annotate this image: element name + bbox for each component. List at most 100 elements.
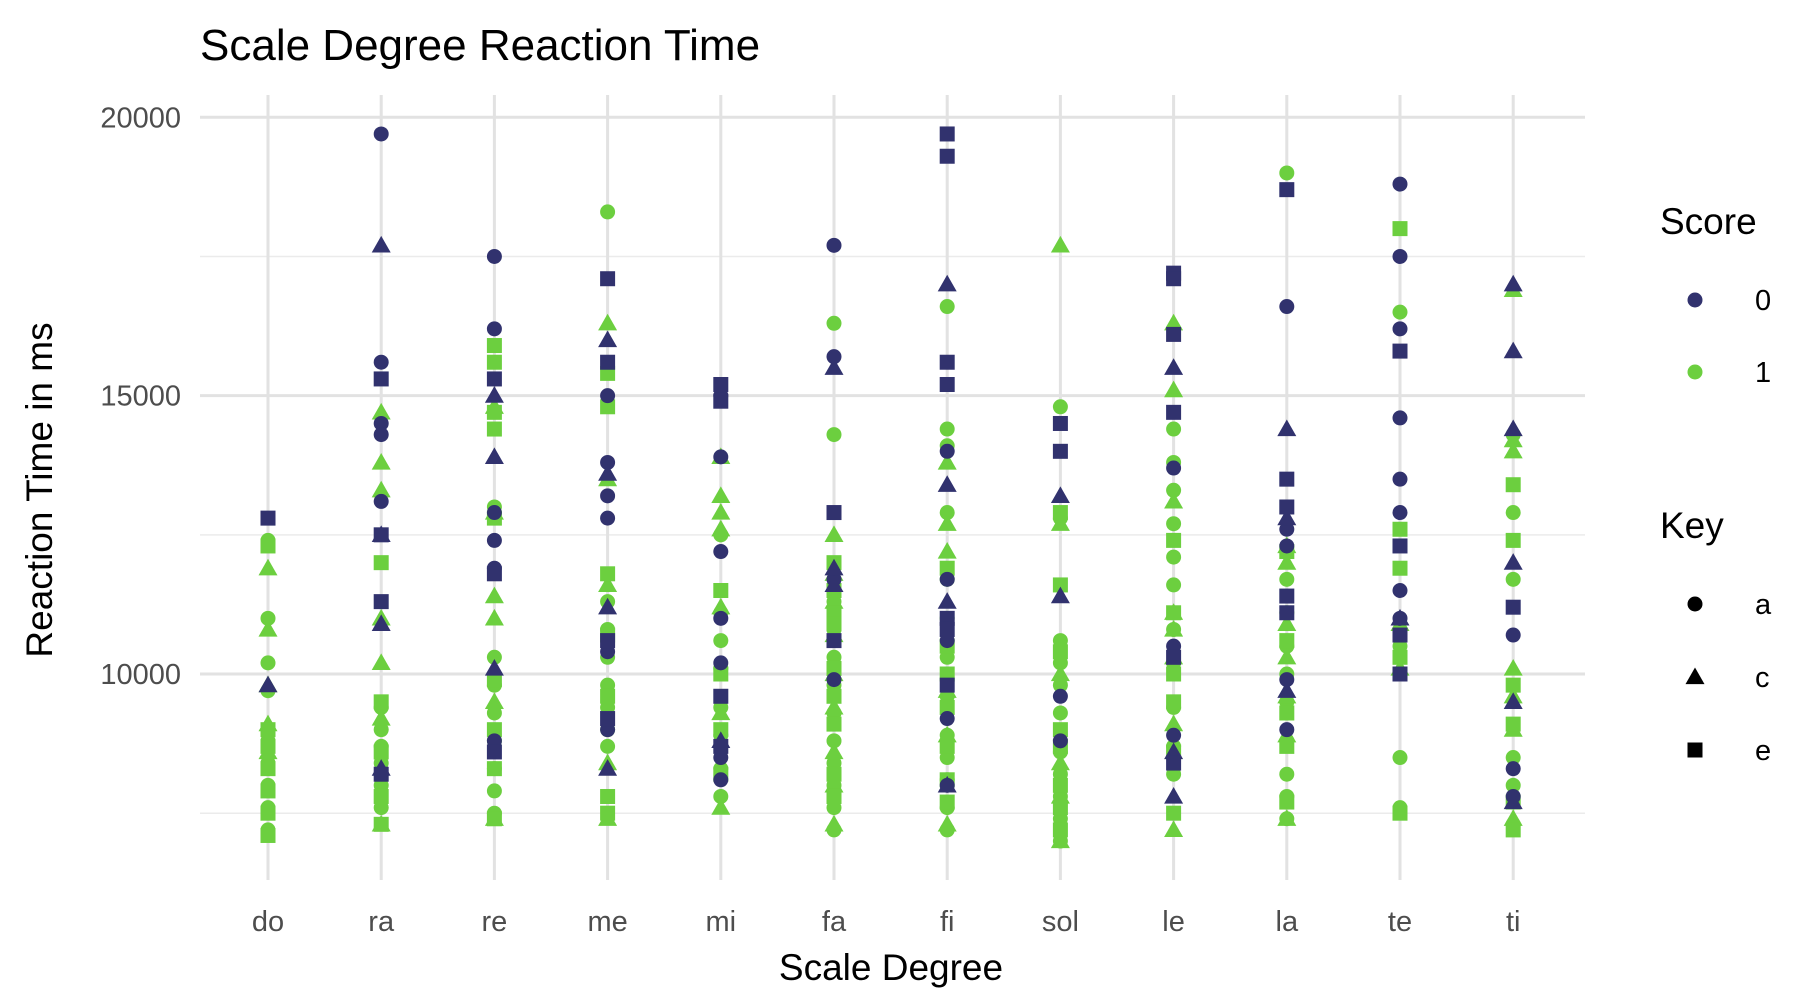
data-point — [824, 358, 844, 375]
data-point — [1279, 588, 1295, 604]
data-point — [486, 404, 502, 420]
data-point — [1392, 750, 1408, 766]
data-point — [373, 427, 389, 443]
legend-title-score: Score — [1660, 201, 1757, 242]
data-point — [1505, 627, 1521, 643]
data-point — [1164, 358, 1184, 375]
data-point — [713, 738, 729, 754]
data-point — [1505, 750, 1521, 766]
data-point — [711, 703, 731, 721]
data-point — [1164, 313, 1184, 331]
data-point — [826, 616, 842, 632]
data-point — [1279, 471, 1295, 487]
data-point — [1052, 577, 1068, 593]
data-point — [1279, 499, 1295, 515]
data-point — [371, 402, 391, 420]
chart-title: Scale Degree Reaction Time — [200, 21, 760, 70]
data-point — [1392, 538, 1408, 554]
data-point — [939, 699, 955, 715]
data-point — [1279, 722, 1295, 738]
data-point — [1279, 705, 1295, 721]
data-point — [1503, 692, 1523, 709]
data-point — [713, 393, 729, 409]
data-point — [1164, 619, 1184, 637]
data-point — [1392, 521, 1408, 537]
data-point — [371, 480, 391, 498]
data-point — [1505, 677, 1521, 693]
data-point — [1279, 538, 1295, 554]
data-point — [937, 775, 957, 793]
data-point — [824, 592, 844, 609]
data-point — [486, 566, 502, 582]
data-point — [1166, 694, 1182, 710]
legend-label-key: a — [1755, 589, 1772, 621]
data-point — [486, 371, 502, 387]
data-point — [1279, 571, 1295, 587]
x-tick-label: le — [1162, 906, 1185, 938]
data-point — [1166, 516, 1182, 532]
data-point — [1505, 599, 1521, 615]
data-point — [486, 672, 502, 688]
data-point — [1164, 491, 1184, 509]
data-point — [373, 744, 389, 760]
data-point — [824, 575, 844, 593]
data-point — [373, 371, 389, 387]
data-point — [598, 759, 618, 776]
data-point — [1505, 761, 1521, 777]
data-point — [484, 692, 504, 709]
data-point — [939, 794, 955, 810]
data-point — [598, 464, 618, 481]
data-point — [600, 566, 616, 582]
data-point — [486, 705, 502, 721]
data-point — [713, 655, 729, 671]
data-point — [939, 738, 955, 754]
data-point — [713, 772, 729, 788]
data-point — [824, 525, 844, 542]
data-point — [937, 274, 957, 292]
data-point — [1279, 165, 1295, 181]
data-point — [1166, 805, 1182, 821]
data-point — [939, 571, 955, 587]
data-point — [486, 338, 502, 354]
data-point — [1052, 688, 1068, 704]
data-point — [826, 688, 842, 704]
data-point — [486, 532, 502, 548]
data-point — [1166, 421, 1182, 437]
data-point — [258, 619, 278, 637]
data-point — [484, 447, 504, 465]
data-point — [1050, 235, 1070, 253]
data-point — [713, 582, 729, 598]
data-point — [258, 558, 278, 576]
data-point — [826, 315, 842, 331]
data-point — [1503, 809, 1523, 826]
data-point — [1503, 658, 1523, 676]
data-point — [1279, 299, 1295, 315]
data-point — [373, 694, 389, 710]
data-point — [1505, 777, 1521, 793]
data-point — [713, 449, 729, 465]
x-tick-label: te — [1388, 906, 1412, 938]
data-point — [486, 505, 502, 521]
data-point — [371, 452, 391, 470]
data-point — [1164, 742, 1184, 760]
data-point — [600, 354, 616, 370]
data-point — [1052, 733, 1068, 749]
data-point — [600, 633, 616, 649]
data-point — [1052, 443, 1068, 459]
y-tick-label: 20000 — [100, 102, 181, 134]
data-point — [937, 475, 957, 492]
data-point — [1279, 521, 1295, 537]
data-point — [260, 761, 276, 777]
data-point — [258, 675, 278, 693]
data-point — [939, 443, 955, 459]
data-point — [598, 575, 618, 593]
data-point — [1392, 560, 1408, 576]
data-point — [1050, 586, 1070, 604]
data-point — [1164, 820, 1184, 838]
data-point — [600, 738, 616, 754]
data-point — [1505, 477, 1521, 493]
data-point — [1166, 532, 1182, 548]
data-point — [260, 738, 276, 754]
data-point — [1277, 681, 1297, 698]
data-point — [486, 649, 502, 665]
